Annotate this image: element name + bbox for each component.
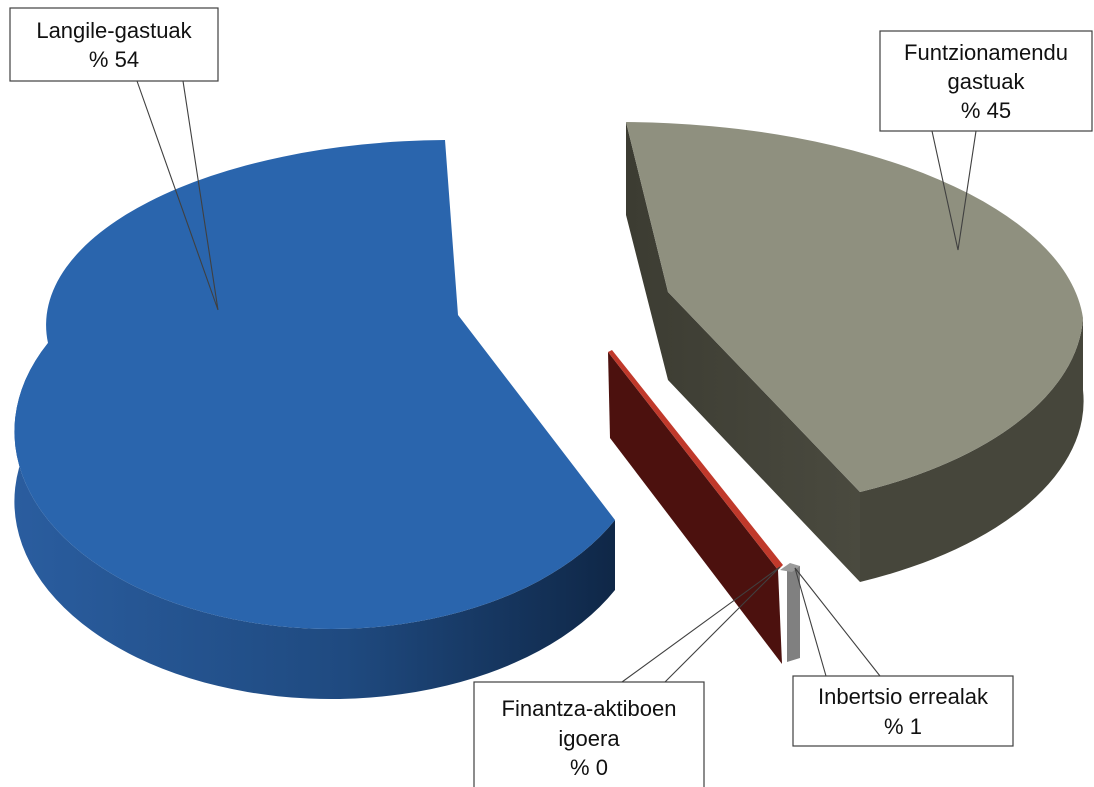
slice-langile-gastuak-side [14, 343, 615, 700]
slice-langile-gastuak [14, 140, 616, 700]
slice-finantza-aktiboen-igoera [608, 350, 783, 664]
slice-funtzionamendu-gastuak [626, 122, 1084, 582]
label-funtzionamendu-gastuak-value: % 45 [961, 98, 1011, 123]
label-inbertsio-errealak-line-1: Inbertsio errealak [818, 684, 989, 709]
leader-funtzionamendu-gastuak [931, 130, 977, 251]
label-inbertsio-errealak-value: % 1 [884, 714, 922, 739]
slice-langile-gastuak-top [14, 140, 616, 629]
label-funtzionamendu-gastuak-line-2: gastuak [947, 69, 1025, 94]
leader-finantza-aktiboen-igoera [621, 566, 781, 683]
leader-langile-gastuak [136, 80, 219, 311]
leader-inbertsio-errealak [794, 567, 881, 677]
label-inbertsio-errealak: Inbertsio errealak % 1 [792, 675, 1014, 747]
label-finantza-aktiboen-igoera: Finantza-aktiboen igoera % 0 [473, 681, 705, 787]
label-langile-gastuak-line-1: Langile-gastuak [36, 18, 192, 43]
slice-finantza-aktiboen-igoera-top [608, 350, 783, 570]
slice-inbertsio-errealak [780, 563, 800, 662]
label-langile-gastuak: Langile-gastuak % 54 [9, 7, 219, 82]
slice-finantza-aktiboen-igoera-side [608, 352, 782, 664]
slice-funtzionamendu-gastuak-side-left [626, 122, 860, 582]
label-langile-gastuak-value: % 54 [89, 47, 139, 72]
label-funtzionamendu-gastuak: Funtzionamendu gastuak % 45 [879, 30, 1093, 132]
slice-funtzionamendu-gastuak-top [626, 122, 1083, 492]
label-finantza-aktiboen-igoera-line-2: igoera [558, 726, 620, 751]
label-finantza-aktiboen-igoera-value: % 0 [570, 755, 608, 780]
slice-funtzionamendu-gastuak-side-right [860, 318, 1084, 582]
label-finantza-aktiboen-igoera-line-1: Finantza-aktiboen [502, 696, 677, 721]
slice-inbertsio-errealak-side [787, 566, 800, 662]
label-funtzionamendu-gastuak-line-1: Funtzionamendu [904, 40, 1068, 65]
